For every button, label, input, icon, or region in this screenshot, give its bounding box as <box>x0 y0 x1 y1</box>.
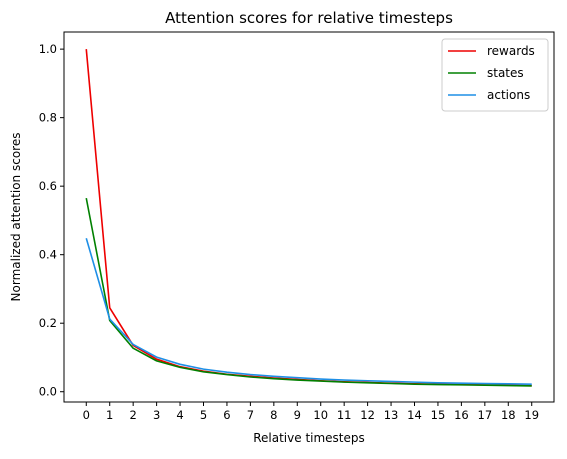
legend-label-actions: actions <box>487 88 530 102</box>
x-tick-label: 14 <box>407 408 422 422</box>
x-tick-label: 16 <box>454 408 469 422</box>
y-tick-label: 0.6 <box>39 179 57 193</box>
series-line-states <box>85 198 532 387</box>
x-tick-label: 8 <box>270 408 277 422</box>
tick-group: 0 1 2 3 4 5 6 7 8 9 10 11 12 13 14 15 16 17 18 190.00.20.40… <box>39 42 539 422</box>
y-tick-label: 0.0 <box>39 385 57 399</box>
x-tick-label: 6 <box>223 408 230 422</box>
x-tick-label: 9 <box>294 408 301 422</box>
y-tick-label: 0.8 <box>39 111 57 125</box>
x-tick-label: 12 <box>360 408 375 422</box>
x-tick-label: 4 <box>176 408 183 422</box>
y-tick-label: 0.4 <box>39 248 57 262</box>
y-axis-label: Normalized attention scores <box>9 133 23 302</box>
legend-box <box>441 38 549 112</box>
legend: rewards states actions <box>441 38 549 112</box>
legend-label-states: states <box>487 66 524 80</box>
y-tick-label: 0.2 <box>39 316 57 330</box>
x-tick-label: 15 <box>431 408 446 422</box>
x-tick-label: 18 <box>501 408 516 422</box>
x-tick-label: 5 <box>200 408 207 422</box>
x-tick-label: 13 <box>384 408 399 422</box>
x-axis-label: Relative timesteps <box>253 431 365 445</box>
x-tick-label: 1 <box>106 408 113 422</box>
chart-title: Attention scores for relative timesteps <box>165 9 453 27</box>
x-tick-label: 17 <box>478 408 493 422</box>
x-tick-label: 11 <box>337 408 352 422</box>
x-tick-label: 2 <box>129 408 136 422</box>
series-line-actions <box>85 238 532 385</box>
plot-frame <box>63 31 555 403</box>
x-tick-label: 7 <box>247 408 254 422</box>
x-tick-label: 10 <box>313 408 328 422</box>
x-tick-label: 3 <box>153 408 160 422</box>
x-tick-label: 0 <box>83 408 90 422</box>
x-tick-label: 19 <box>524 408 539 422</box>
legend-label-rewards: rewards <box>487 44 535 58</box>
y-tick-label: 1.0 <box>39 42 57 56</box>
series-lines <box>85 49 532 387</box>
